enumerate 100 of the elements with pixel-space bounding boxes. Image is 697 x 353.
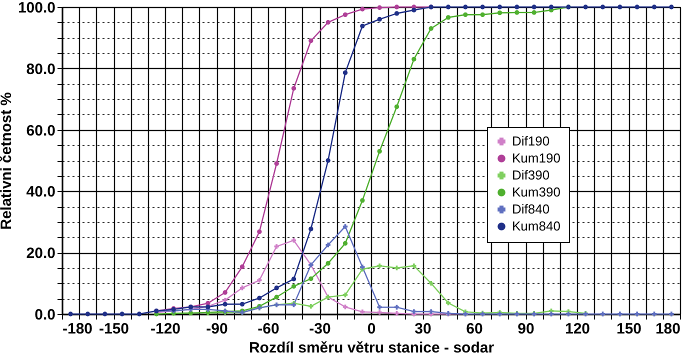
- point: [377, 304, 382, 310]
- point: [583, 4, 588, 10]
- point: [377, 5, 382, 10]
- point: [566, 312, 571, 316]
- point: [497, 10, 502, 16]
- point: [136, 312, 142, 316]
- point: [377, 310, 382, 315]
- point: [548, 4, 554, 10]
- point: [342, 292, 348, 298]
- x-tick-label: 30: [414, 320, 432, 338]
- point: [274, 294, 279, 300]
- point: [412, 8, 416, 12]
- point: [652, 4, 657, 10]
- point: [326, 261, 330, 266]
- point: [360, 310, 365, 314]
- point: [240, 286, 245, 290]
- y-tick-label: 60.0: [26, 122, 56, 140]
- point: [308, 304, 314, 309]
- x-tick-label: -150: [98, 320, 130, 338]
- x-axis-title: Rozdíl směru větru stanice - sodar: [248, 340, 494, 353]
- point: [394, 104, 400, 110]
- point: [652, 312, 657, 316]
- point: [360, 264, 365, 270]
- point: [308, 226, 314, 232]
- legend-label: Kum390: [512, 184, 560, 200]
- point: [240, 302, 245, 307]
- point: [291, 86, 296, 91]
- point: [342, 12, 348, 18]
- y-tick-label: 80.0: [26, 60, 56, 78]
- point: [326, 158, 330, 163]
- point: [222, 290, 228, 295]
- legend-label: Dif840: [512, 202, 550, 216]
- point: [274, 286, 279, 290]
- point: [308, 38, 314, 44]
- y-tick-label: 40.0: [26, 184, 56, 201]
- point: [634, 312, 640, 316]
- point: [548, 312, 554, 316]
- point: [360, 198, 365, 203]
- point: [618, 4, 622, 10]
- point: [326, 242, 330, 248]
- point: [342, 241, 348, 246]
- point: [497, 4, 502, 10]
- point: [120, 312, 124, 316]
- x-tick-label: -180: [62, 320, 93, 338]
- point: [446, 15, 451, 20]
- point: [102, 312, 108, 316]
- point: [428, 26, 434, 31]
- point: [360, 24, 365, 28]
- legend-label: Dif390: [512, 168, 550, 182]
- x-tick-label: 60: [466, 320, 483, 338]
- point: [308, 276, 314, 282]
- point: [412, 309, 416, 314]
- point: [634, 4, 640, 10]
- point: [394, 266, 400, 270]
- y-tick-label: 0.0: [34, 306, 56, 324]
- point: [463, 4, 468, 10]
- point: [342, 304, 348, 310]
- point: [446, 4, 451, 10]
- y-axis-title: Relativni četnost %: [0, 92, 15, 230]
- point: [377, 16, 382, 22]
- x-tick-label: -30: [309, 320, 331, 338]
- point: [291, 276, 296, 282]
- point: [257, 296, 262, 300]
- point: [394, 4, 400, 10]
- x-tick-label: 120: [564, 320, 590, 338]
- point: [274, 244, 279, 249]
- point: [85, 312, 90, 316]
- point: [480, 12, 485, 18]
- x-tick-label: -60: [258, 320, 280, 338]
- point: [463, 12, 468, 18]
- point: [532, 4, 536, 10]
- point: [274, 161, 279, 166]
- point: [360, 6, 365, 12]
- point: [669, 312, 674, 316]
- x-tick-label: 0: [367, 320, 376, 338]
- point: [394, 311, 400, 316]
- y-tick-label: 100.0: [18, 0, 56, 16]
- point: [377, 148, 382, 154]
- point: [412, 263, 416, 268]
- point: [446, 300, 451, 306]
- point: [377, 263, 382, 268]
- point: [326, 20, 330, 25]
- point: [222, 302, 228, 307]
- point: [428, 280, 434, 286]
- point: [600, 4, 606, 10]
- point: [257, 229, 262, 234]
- x-tick-label: -90: [206, 320, 228, 338]
- point: [68, 312, 73, 316]
- legend-label: Dif190: [512, 134, 550, 148]
- point: [342, 224, 348, 229]
- point: [257, 278, 262, 283]
- legend-label: Kum840: [512, 218, 560, 234]
- point: [291, 238, 296, 243]
- point: [342, 70, 348, 76]
- point: [480, 4, 485, 10]
- point: [600, 312, 606, 316]
- y-tick-label: 20.0: [26, 245, 56, 262]
- point: [428, 309, 434, 314]
- x-tick-label: 150: [616, 320, 642, 338]
- point: [669, 4, 674, 10]
